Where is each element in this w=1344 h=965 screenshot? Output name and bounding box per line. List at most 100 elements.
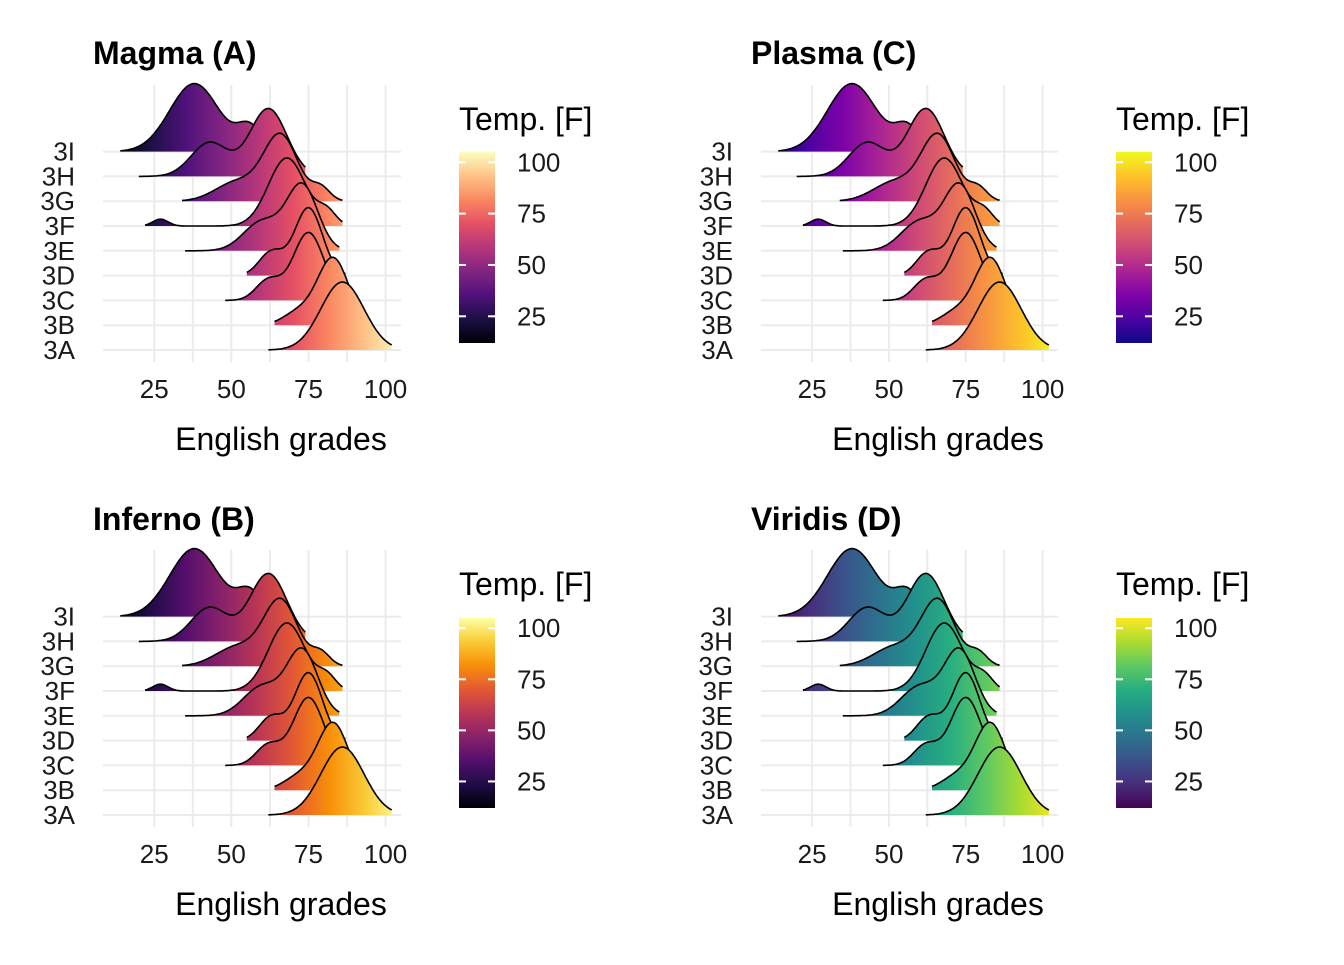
ridge-outline-3G bbox=[839, 597, 1000, 667]
y-tick-label: 3A bbox=[701, 800, 733, 830]
ridge-3I bbox=[778, 548, 939, 617]
ridge-3A bbox=[268, 747, 392, 815]
colorbar-legend: 25 50 75 100 bbox=[1116, 147, 1217, 343]
legend-tick-label: 50 bbox=[517, 715, 546, 745]
x-axis-title: English grades bbox=[832, 421, 1044, 457]
ridge-outline-3A bbox=[925, 746, 1050, 816]
colorbar-legend: 25 50 75 100 bbox=[459, 613, 560, 808]
legend-tick-label: 50 bbox=[517, 250, 546, 280]
y-tick-label: 3H bbox=[42, 626, 75, 656]
y-tick-label: 3C bbox=[42, 750, 75, 780]
y-tick-label: 3D bbox=[700, 261, 733, 291]
y-tick-label: 3E bbox=[43, 701, 75, 731]
y-tick-label: 3B bbox=[43, 775, 75, 805]
x-tick-label: 100 bbox=[1021, 839, 1064, 869]
ridge-3I bbox=[778, 83, 939, 152]
x-tick-label: 25 bbox=[140, 839, 169, 869]
y-tick-label: 3A bbox=[43, 800, 75, 830]
legend-title: Temp. [F] bbox=[459, 566, 592, 602]
ridge-outline-3G bbox=[839, 132, 1000, 202]
colorbar bbox=[459, 152, 495, 343]
y-tick-label: 3H bbox=[700, 161, 733, 191]
x-axis-title: English grades bbox=[832, 886, 1044, 922]
colorbar bbox=[459, 618, 495, 808]
x-tick-label: 50 bbox=[217, 374, 246, 404]
x-axis-title: English grades bbox=[175, 421, 387, 457]
x-tick-label: 50 bbox=[874, 374, 903, 404]
y-tick-label: 3E bbox=[43, 236, 75, 266]
legend-tick-label: 75 bbox=[517, 199, 546, 229]
y-tick-label: 3B bbox=[701, 310, 733, 340]
ridge-3A bbox=[268, 282, 392, 350]
x-tick-labels: 25 50 75 100 bbox=[140, 839, 407, 869]
y-tick-label: 3G bbox=[40, 186, 75, 216]
y-tick-label: 3H bbox=[700, 626, 733, 656]
legend-tick-label: 75 bbox=[517, 664, 546, 694]
y-tick-label: 3A bbox=[43, 335, 75, 365]
x-tick-label: 75 bbox=[951, 374, 980, 404]
ridge-outline-3E bbox=[185, 181, 340, 252]
legend-title: Temp. [F] bbox=[1116, 566, 1249, 602]
x-tick-label: 75 bbox=[951, 839, 980, 869]
ridge-3A bbox=[925, 747, 1049, 815]
ridge-outline-3H bbox=[138, 107, 306, 178]
y-tick-label: 3D bbox=[700, 726, 733, 756]
y-tick-label: 3C bbox=[700, 285, 733, 315]
legend-tick-label: 100 bbox=[517, 613, 560, 643]
ridge-3A bbox=[925, 282, 1049, 350]
ridge-3I bbox=[120, 548, 281, 617]
panel-title: Viridis (D) bbox=[751, 501, 902, 537]
ridge-outline-3B bbox=[931, 721, 1019, 788]
legend-tick-label: 100 bbox=[1174, 147, 1217, 177]
ridge-outline-3D bbox=[246, 206, 346, 275]
legend-tick-label: 50 bbox=[1174, 250, 1203, 280]
x-tick-label: 100 bbox=[364, 839, 407, 869]
colorbar bbox=[1116, 152, 1152, 343]
ridges bbox=[778, 547, 1050, 816]
x-tick-labels: 25 50 75 100 bbox=[140, 374, 407, 404]
ridge-outline-3A bbox=[268, 281, 393, 351]
y-tick-label: 3B bbox=[701, 775, 733, 805]
y-tick-label: 3H bbox=[42, 161, 75, 191]
y-tick-label: 3D bbox=[42, 726, 75, 756]
ridge-outline-3B bbox=[274, 256, 362, 323]
legend-tick-label: 25 bbox=[517, 766, 546, 796]
colorbar bbox=[1116, 618, 1152, 808]
legend-title: Temp. [F] bbox=[459, 101, 592, 137]
legend-tick-label: 100 bbox=[1174, 613, 1217, 643]
ridge-outline-3A bbox=[925, 281, 1050, 351]
y-tick-label: 3G bbox=[40, 651, 75, 681]
y-tick-label: 3A bbox=[701, 335, 733, 365]
y-tick-label: 3D bbox=[42, 261, 75, 291]
ridge-outline-3B bbox=[274, 721, 362, 788]
y-tick-label: 3F bbox=[703, 211, 733, 241]
ridge-outline-3G bbox=[181, 597, 343, 667]
x-tick-label: 25 bbox=[798, 839, 827, 869]
ridges bbox=[120, 547, 393, 816]
x-axis-title: English grades bbox=[175, 886, 387, 922]
y-tick-label: 3G bbox=[698, 651, 733, 681]
y-tick-label: 3F bbox=[45, 676, 75, 706]
x-tick-label: 50 bbox=[217, 839, 246, 869]
legend-title: Temp. [F] bbox=[1116, 101, 1249, 137]
y-tick-label: 3C bbox=[700, 750, 733, 780]
legend-tick-label: 25 bbox=[1174, 766, 1203, 796]
y-tick-label: 3F bbox=[703, 676, 733, 706]
ridge-outline-3D bbox=[903, 206, 1004, 275]
x-tick-label: 25 bbox=[140, 374, 169, 404]
ridge-outline-3D bbox=[903, 671, 1004, 740]
panel-title: Inferno (B) bbox=[93, 501, 255, 537]
panel-title: Plasma (C) bbox=[751, 35, 916, 71]
ridge-outline-3A bbox=[268, 746, 393, 816]
x-tick-label: 75 bbox=[294, 839, 323, 869]
colorbar-legend: 25 50 75 100 bbox=[1116, 613, 1217, 808]
ridge-outline-3H bbox=[796, 572, 964, 643]
x-tick-label: 50 bbox=[874, 839, 903, 869]
